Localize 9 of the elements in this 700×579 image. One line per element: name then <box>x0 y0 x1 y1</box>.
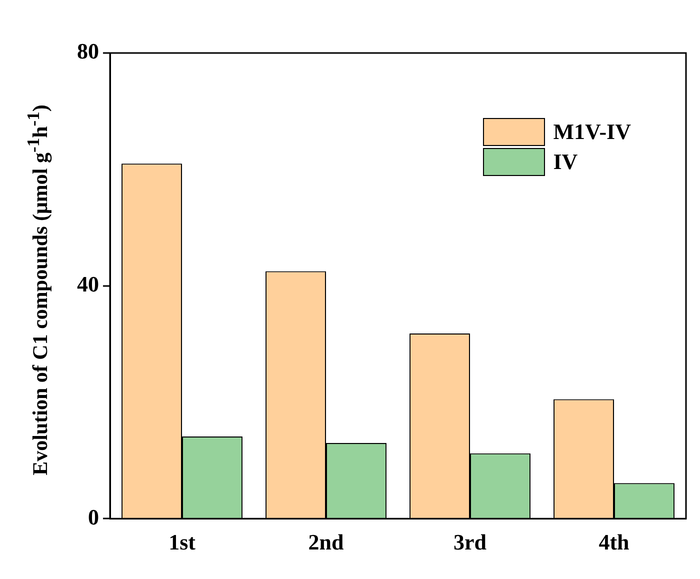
legend-label: M1V-IV <box>553 119 631 145</box>
y-tick-label: 0 <box>88 504 99 530</box>
x-tick-label: 3rd <box>454 529 486 554</box>
y-tick-label: 40 <box>77 271 99 296</box>
legend-label: IV <box>553 149 578 175</box>
x-tick-label: 2nd <box>308 529 344 554</box>
x-tick-label: 1st <box>168 529 196 554</box>
x-tick-label: 4th <box>598 529 630 554</box>
y-tick-label: 80 <box>77 38 99 64</box>
